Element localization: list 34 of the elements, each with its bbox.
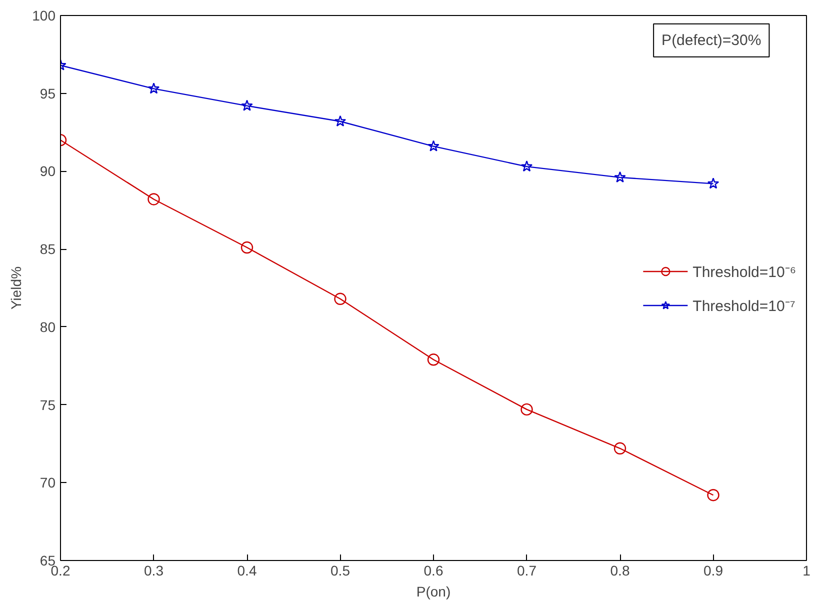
y-tick-label: 90 bbox=[40, 163, 56, 180]
point bbox=[148, 82, 160, 94]
point bbox=[614, 171, 626, 182]
point bbox=[334, 115, 346, 126]
legend-label: Threshold=10⁻⁷ bbox=[692, 296, 796, 314]
point bbox=[520, 403, 533, 416]
x-tick-label: 0.8 bbox=[610, 562, 630, 578]
point bbox=[707, 178, 720, 189]
point bbox=[520, 160, 533, 172]
x-tick-label: 0.7 bbox=[517, 562, 537, 578]
y-tick-label: 75 bbox=[40, 396, 56, 413]
y-tick-label: 85 bbox=[40, 241, 56, 258]
point bbox=[240, 241, 254, 254]
point bbox=[428, 140, 440, 152]
y-tick-label: 70 bbox=[40, 474, 56, 491]
point bbox=[148, 193, 160, 206]
y-axis-title: Yield% bbox=[8, 266, 24, 310]
point bbox=[707, 489, 720, 502]
y-tick-label: 80 bbox=[40, 318, 56, 335]
x-tick-label: 1 bbox=[802, 562, 811, 578]
x-axis-title: P(on) bbox=[416, 584, 451, 600]
x-tick-label: 0.4 bbox=[237, 562, 257, 578]
x-tick-label: 0.9 bbox=[704, 562, 724, 578]
point bbox=[334, 292, 346, 305]
y-tick-label: 95 bbox=[40, 85, 56, 102]
legend-label: Threshold=10⁻⁶ bbox=[692, 262, 796, 280]
point bbox=[427, 354, 440, 366]
x-tick-label: 0.3 bbox=[144, 562, 164, 578]
annotation: P(defect)=30% bbox=[662, 32, 762, 49]
x-tick-label: 0.5 bbox=[330, 562, 350, 578]
point bbox=[614, 442, 626, 454]
y-tick-label: 100 bbox=[32, 8, 56, 24]
point bbox=[241, 100, 253, 111]
x-tick-label: 0.6 bbox=[424, 562, 444, 578]
